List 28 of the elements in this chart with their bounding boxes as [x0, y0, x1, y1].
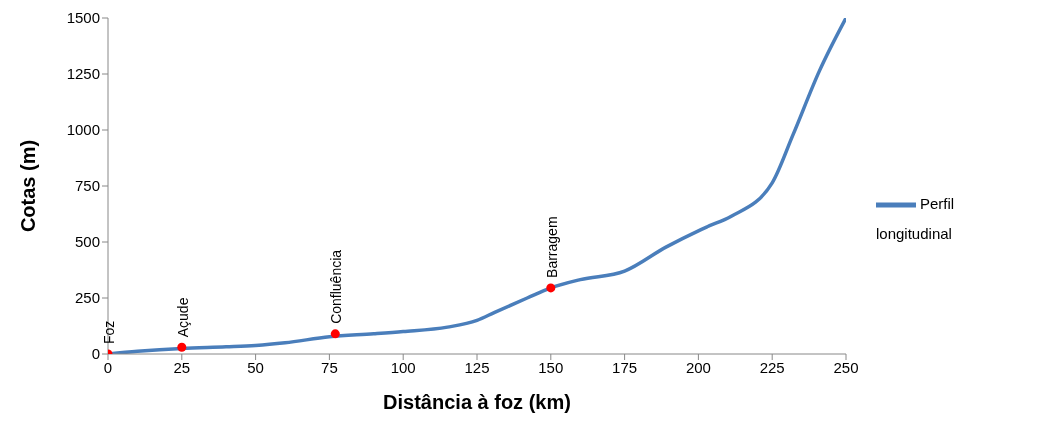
- x-tick-label: 25: [173, 358, 191, 376]
- y-tick-label: 750: [74, 177, 100, 195]
- x-tick-label: 225: [759, 358, 785, 376]
- point: [177, 342, 187, 352]
- x-axis-title: Distância à foz (km): [383, 391, 571, 413]
- x-tick-label: 75: [321, 358, 338, 376]
- annotation: Foz: [101, 320, 117, 344]
- y-tick-label: 250: [74, 289, 100, 307]
- x-tick-label: 150: [538, 358, 564, 376]
- x-tick-label: 0: [103, 358, 113, 376]
- annotation: Barragem: [543, 216, 560, 278]
- y-tick-label: 1500: [66, 9, 100, 27]
- annotation: Açude: [174, 297, 191, 338]
- x-tick-label: 100: [390, 358, 416, 376]
- x-tick-label: 175: [612, 358, 638, 376]
- x-tick-label: 50: [247, 358, 264, 376]
- point: [330, 329, 340, 339]
- y-axis-title: Cotas (m): [17, 139, 40, 233]
- legend-label: Perfil longitudinal: [876, 194, 955, 242]
- annotation: Confluência: [328, 249, 345, 324]
- y-tick-label: 1000: [66, 121, 100, 139]
- x-tick-label: 250: [833, 358, 859, 376]
- point: [546, 283, 556, 293]
- x-tick-label: 200: [685, 358, 711, 376]
- y-tick-label: 1250: [66, 65, 100, 83]
- y-tick-label: 0: [91, 345, 100, 363]
- y-tick-label: 500: [74, 233, 100, 251]
- x-tick-label: 125: [464, 358, 490, 376]
